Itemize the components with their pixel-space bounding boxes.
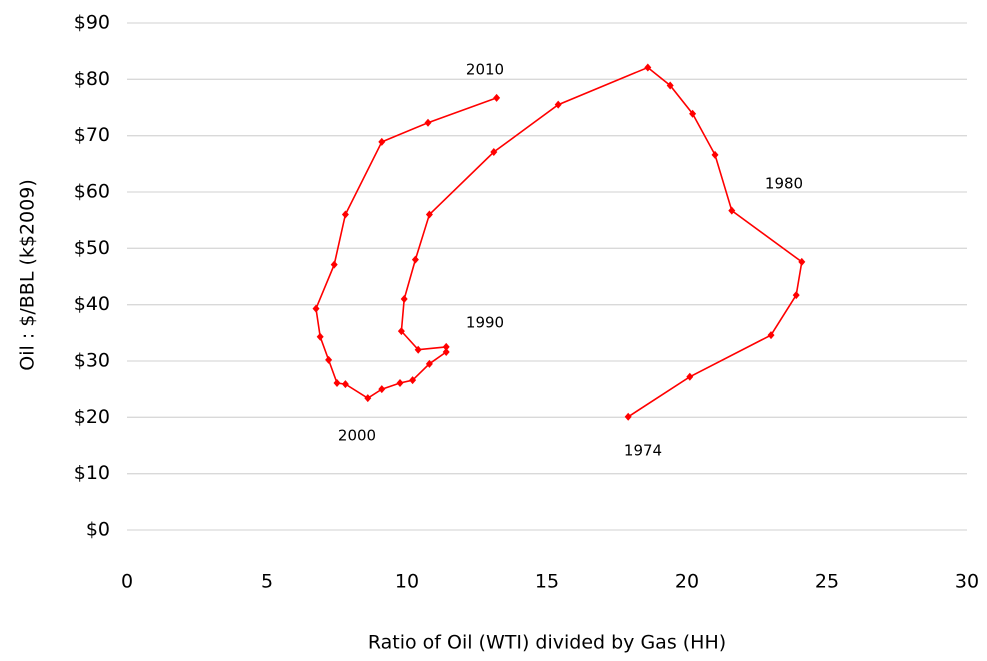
marker (425, 359, 433, 368)
marker (711, 150, 719, 159)
marker (728, 206, 736, 215)
x-tick-label: 30 (955, 571, 979, 593)
y-tick-label: $70 (74, 124, 110, 146)
annotation: 1974 (624, 442, 662, 460)
marker (798, 257, 806, 266)
annotation: 1990 (466, 314, 504, 332)
y-tick-label: $40 (74, 293, 110, 315)
marker (792, 291, 800, 300)
marker (424, 118, 432, 127)
marker (364, 394, 372, 403)
marker (425, 210, 433, 219)
marker (341, 380, 349, 389)
x-tick-label: 15 (535, 571, 559, 593)
marker (409, 376, 417, 385)
y-tick-label: $80 (74, 68, 110, 90)
y-tick-label: $30 (74, 350, 110, 372)
marker (330, 260, 338, 269)
marker (686, 372, 694, 381)
x-tick-label: 10 (395, 571, 419, 593)
marker (767, 331, 775, 340)
marker (341, 210, 349, 219)
marker (666, 81, 674, 90)
marker (442, 342, 450, 351)
marker (400, 295, 408, 304)
x-tick-label: 25 (815, 571, 839, 593)
y-tick-label: $10 (74, 462, 110, 484)
annotation: 2010 (466, 61, 504, 79)
y-tick-label: $0 (86, 519, 110, 541)
marker (333, 378, 341, 387)
marker (397, 327, 405, 336)
marker (644, 63, 652, 72)
annotation: 1980 (765, 175, 803, 193)
y-tick-label: $90 (74, 12, 110, 34)
marker (414, 345, 422, 354)
line (315, 66, 803, 418)
marker (312, 304, 320, 313)
y-tick-label: $60 (74, 181, 110, 203)
x-axis-label: Ratio of Oil (WTI) divided by Gas (HH) (368, 632, 726, 654)
marker (442, 347, 450, 356)
x-tick-label: 0 (121, 571, 133, 593)
annotation: 2000 (338, 427, 376, 445)
x-tick-label: 20 (675, 571, 699, 593)
marker (624, 412, 632, 421)
marker (411, 255, 419, 264)
marker (493, 93, 501, 102)
y-axis-label: Oil : $/BBL (k$2009) (17, 179, 39, 370)
x-tick-label: 5 (261, 571, 273, 593)
y-tick-label: $50 (74, 237, 110, 259)
marker (490, 148, 498, 157)
marker (689, 109, 697, 118)
marker (554, 100, 562, 109)
marker (378, 137, 386, 146)
marker (396, 378, 404, 387)
marker (378, 385, 386, 394)
marker (325, 355, 333, 364)
y-tick-label: $20 (74, 406, 110, 428)
marker (316, 332, 324, 341)
